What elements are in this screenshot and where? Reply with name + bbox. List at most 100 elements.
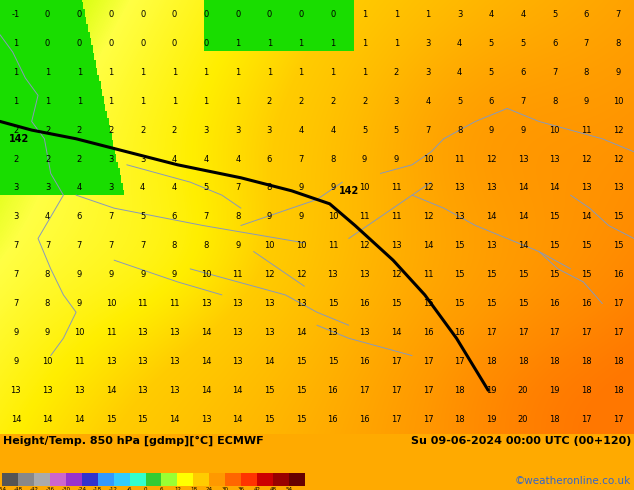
Text: 7: 7: [108, 241, 113, 250]
Text: 13: 13: [201, 299, 211, 308]
Text: 3: 3: [425, 68, 430, 77]
Text: 14: 14: [264, 357, 275, 366]
Text: 11: 11: [138, 299, 148, 308]
Text: 18: 18: [613, 386, 623, 395]
Text: 6: 6: [552, 39, 557, 48]
Text: 1: 1: [77, 97, 82, 106]
Text: 9: 9: [267, 212, 272, 221]
Text: 6: 6: [584, 10, 589, 19]
Text: 8: 8: [235, 212, 240, 221]
Text: 0: 0: [172, 10, 177, 19]
Text: 1: 1: [394, 39, 399, 48]
Text: -12: -12: [109, 487, 118, 490]
Text: 4: 4: [77, 183, 82, 193]
Text: 0: 0: [204, 10, 209, 19]
Text: 5: 5: [204, 183, 209, 193]
Text: 18: 18: [455, 386, 465, 395]
Text: 3: 3: [140, 154, 145, 164]
Text: 2: 2: [267, 97, 272, 106]
Text: 3: 3: [204, 125, 209, 135]
Text: 2: 2: [330, 97, 335, 106]
Text: -24: -24: [77, 487, 86, 490]
Text: 15: 15: [296, 415, 306, 424]
Text: 17: 17: [613, 328, 623, 337]
Text: 8: 8: [330, 154, 335, 164]
Text: 12: 12: [391, 270, 401, 279]
Text: 10: 10: [359, 183, 370, 193]
Text: 3: 3: [108, 154, 113, 164]
Text: -30: -30: [61, 487, 70, 490]
Text: 7: 7: [13, 270, 18, 279]
Text: 19: 19: [486, 415, 496, 424]
Text: 4: 4: [330, 125, 335, 135]
Text: 10: 10: [550, 125, 560, 135]
Text: 1: 1: [77, 68, 82, 77]
Text: 16: 16: [581, 299, 592, 308]
Text: 9: 9: [299, 183, 304, 193]
Text: 20: 20: [518, 415, 528, 424]
Text: 1: 1: [267, 39, 272, 48]
Text: 4: 4: [521, 10, 526, 19]
Text: 1: 1: [235, 39, 240, 48]
Text: 3: 3: [13, 212, 18, 221]
Text: 16: 16: [359, 357, 370, 366]
Text: 17: 17: [518, 328, 528, 337]
Text: 17: 17: [423, 357, 433, 366]
Text: 13: 13: [233, 328, 243, 337]
Text: -18: -18: [93, 487, 102, 490]
Text: 7: 7: [299, 154, 304, 164]
Text: 2: 2: [77, 125, 82, 135]
Text: 9: 9: [77, 270, 82, 279]
Bar: [289, 473, 305, 486]
Text: 13: 13: [11, 386, 21, 395]
Text: 15: 15: [455, 241, 465, 250]
Text: 5: 5: [457, 97, 462, 106]
Text: 15: 15: [106, 415, 116, 424]
Text: 7: 7: [521, 97, 526, 106]
Text: 15: 15: [455, 270, 465, 279]
Text: 14: 14: [201, 328, 211, 337]
Text: 2: 2: [45, 125, 50, 135]
Text: 10: 10: [613, 97, 623, 106]
Text: 18: 18: [550, 357, 560, 366]
Text: 15: 15: [328, 357, 338, 366]
Text: 13: 13: [264, 328, 275, 337]
Bar: [209, 473, 225, 486]
Text: 7: 7: [552, 68, 557, 77]
Text: 8: 8: [45, 299, 50, 308]
Text: 36: 36: [238, 487, 245, 490]
Text: 5: 5: [489, 39, 494, 48]
Text: 4: 4: [457, 39, 462, 48]
Text: 2: 2: [45, 154, 50, 164]
Text: 14: 14: [518, 212, 528, 221]
Text: 14: 14: [486, 212, 496, 221]
Text: 18: 18: [518, 357, 528, 366]
Text: 16: 16: [359, 415, 370, 424]
Text: 14: 14: [11, 415, 21, 424]
Text: 16: 16: [423, 328, 433, 337]
Text: 15: 15: [486, 299, 496, 308]
Text: 8: 8: [457, 125, 462, 135]
Text: 9: 9: [77, 299, 82, 308]
Text: 13: 13: [328, 328, 338, 337]
Text: 2: 2: [299, 97, 304, 106]
Text: 14: 14: [296, 328, 306, 337]
Text: 1: 1: [235, 68, 240, 77]
Text: 13: 13: [264, 299, 275, 308]
Text: 14: 14: [423, 241, 433, 250]
Text: 5: 5: [362, 125, 367, 135]
Text: 19: 19: [486, 386, 496, 395]
Text: 18: 18: [613, 357, 623, 366]
Text: 0: 0: [45, 10, 50, 19]
Text: 142: 142: [339, 186, 359, 196]
Text: 19: 19: [550, 386, 560, 395]
Text: 1: 1: [13, 97, 18, 106]
Text: 6: 6: [172, 212, 177, 221]
Text: 11: 11: [233, 270, 243, 279]
Bar: [225, 473, 241, 486]
Text: 15: 15: [455, 299, 465, 308]
Text: 13: 13: [359, 270, 370, 279]
Text: 15: 15: [486, 270, 496, 279]
Text: 1: 1: [45, 97, 50, 106]
Text: 15: 15: [550, 241, 560, 250]
